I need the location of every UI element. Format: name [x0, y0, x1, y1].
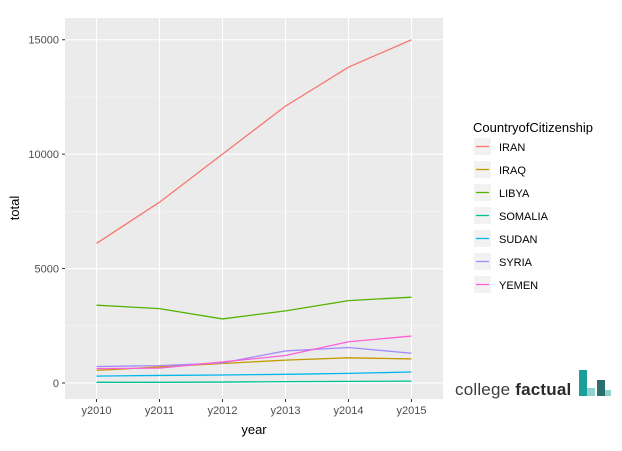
logo-bar-1 [579, 370, 587, 396]
series-line-iran [96, 39, 412, 244]
y-axis: 0 5000 10000 15000 [28, 35, 65, 390]
y-axis-title: total [7, 196, 22, 221]
x-tick-label: y2014 [334, 405, 364, 417]
legend: CountryofCitizenship IRAN IRAQ LIBYA SOMALI… [473, 120, 593, 293]
y-tick-label: 15000 [28, 35, 59, 47]
bar-logo-icon [579, 370, 611, 396]
legend-label-yemen: YEMEN [499, 280, 538, 292]
y-tick-label: 0 [53, 378, 59, 390]
brand-text-regular: college [455, 380, 516, 399]
legend-label-iran: IRAN [499, 142, 525, 154]
grid-lines [65, 18, 443, 399]
series-line-libya [96, 296, 412, 320]
legend-label-syria: SYRIA [499, 257, 533, 269]
series-line-sudan [96, 371, 412, 377]
logo-bar-3 [597, 380, 605, 396]
logo-bar-4 [605, 390, 611, 396]
college-factual-brand: college factual [455, 368, 615, 400]
x-tick-label: y2010 [82, 405, 112, 417]
series-lines [96, 39, 412, 383]
series-line-somalia [96, 380, 412, 383]
brand-text-bold: factual [515, 380, 572, 399]
x-tick-label: y2015 [397, 405, 427, 417]
legend-label-sudan: SUDAN [499, 234, 538, 246]
x-axis-title: year [241, 422, 267, 437]
plot-panel [65, 18, 443, 399]
legend-label-libya: LIBYA [499, 188, 530, 200]
legend-label-iraq: IRAQ [499, 165, 526, 177]
x-tick-label: y2013 [271, 405, 301, 417]
brand-wordmark: college factual [455, 380, 571, 400]
legend-label-somalia: SOMALIA [499, 211, 549, 223]
series-line-iraq [96, 357, 412, 372]
x-tick-label: y2012 [208, 405, 238, 417]
series-line-syria [96, 346, 412, 368]
x-axis: y2010 y2011 y2012 y2013 y2014 y2015 [82, 399, 427, 417]
legend-title: CountryofCitizenship [473, 120, 593, 135]
x-tick-label: y2011 [145, 405, 174, 417]
y-tick-label: 5000 [35, 264, 59, 276]
y-tick-label: 10000 [28, 149, 59, 161]
series-line-yemen [96, 335, 412, 370]
logo-bar-2 [587, 388, 595, 396]
